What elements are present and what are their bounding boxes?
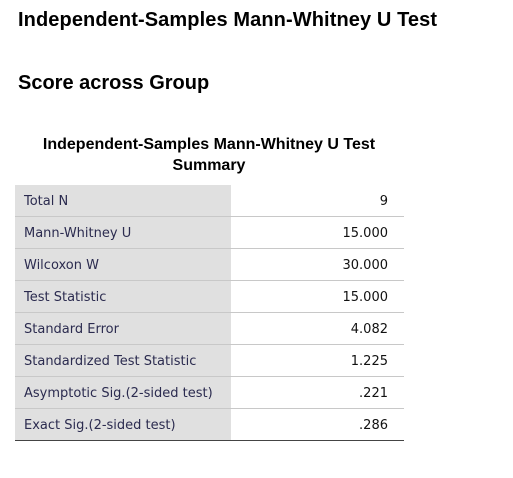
table-caption: Independent-Samples Mann-Whitney U Test … xyxy=(42,136,376,174)
row-value: 15.000 xyxy=(231,216,404,249)
table-row: Asymptotic Sig.(2-sided test) .221 xyxy=(15,376,404,409)
row-label: Exact Sig.(2-sided test) xyxy=(15,408,231,441)
table-row: Wilcoxon W 30.000 xyxy=(15,248,404,281)
table-row: Standard Error 4.082 xyxy=(15,312,404,345)
row-value: 9 xyxy=(231,185,404,217)
row-label: Wilcoxon W xyxy=(15,248,231,281)
row-label: Mann-Whitney U xyxy=(15,216,231,249)
row-label: Standard Error xyxy=(15,312,231,345)
table-row: Exact Sig.(2-sided test) .286 xyxy=(15,408,404,441)
row-value: 30.000 xyxy=(231,248,404,281)
row-value: .286 xyxy=(231,408,404,441)
table-row: Total N 9 xyxy=(15,185,404,217)
row-label: Asymptotic Sig.(2-sided test) xyxy=(15,376,231,409)
row-value: 1.225 xyxy=(231,344,404,377)
row-value: 15.000 xyxy=(231,280,404,313)
table-row: Mann-Whitney U 15.000 xyxy=(15,216,404,249)
row-label: Total N xyxy=(15,185,231,217)
table-row: Standardized Test Statistic 1.225 xyxy=(15,344,404,377)
row-label: Test Statistic xyxy=(15,280,231,313)
table-row: Test Statistic 15.000 xyxy=(15,280,404,313)
test-summary-table: Total N 9 Mann-Whitney U 15.000 Wilcoxon… xyxy=(15,185,404,441)
section-title: Score across Group xyxy=(18,72,210,94)
row-value: 4.082 xyxy=(231,312,404,345)
page-title: Independent-Samples Mann-Whitney U Test xyxy=(18,9,438,31)
row-value: .221 xyxy=(231,376,404,409)
row-label: Standardized Test Statistic xyxy=(15,344,231,377)
